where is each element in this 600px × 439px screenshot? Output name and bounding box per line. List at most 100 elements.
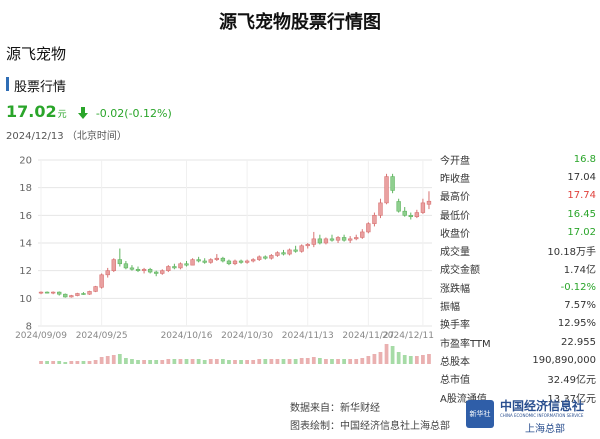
candle-body — [226, 260, 232, 265]
stat-value: 1.74亿 — [563, 265, 596, 277]
candle-body — [81, 293, 86, 295]
x-tick-label: 2024/11/13 — [282, 331, 334, 341]
candle-body — [263, 256, 268, 259]
candle-body — [378, 202, 383, 216]
logo-text-cn: 中国经济信息社 — [500, 399, 585, 413]
volume-bar — [63, 362, 68, 364]
chart-grid — [38, 159, 432, 327]
candle-body — [166, 266, 171, 271]
x-tick-label: 2024/09/09 — [15, 331, 67, 341]
candle-body — [384, 176, 389, 204]
volume-bar — [360, 358, 365, 364]
stat-value: 190,890,000 — [532, 354, 596, 366]
candle-body — [135, 268, 141, 271]
y-tick-label: 8 — [26, 322, 32, 333]
volume-bar — [190, 359, 195, 364]
volume-bar — [39, 361, 43, 364]
volume-bar — [111, 355, 116, 364]
volume-bars — [39, 344, 431, 364]
stat-value: 17.74 — [567, 190, 596, 202]
x-tick-label: 2024/10/16 — [161, 331, 213, 341]
x-axis-ticks: 2024/09/09 2024/09/25 2024/10/16 2024/10/30… — [15, 331, 434, 341]
candle-body — [123, 263, 129, 269]
stats-panel: 今开盘 16.8 昨收盘 17.04 最高价 17.74 最低价 16.45 收盘价 17.02 成… — [440, 150, 596, 406]
section-marker — [6, 77, 9, 91]
candle-body — [117, 259, 123, 265]
candle-body — [275, 252, 280, 256]
candle-body — [414, 212, 420, 218]
x-tick-label: 2024/11/27 — [342, 331, 394, 341]
candle-body — [196, 259, 201, 262]
stat-label: 昨收盘 — [440, 173, 470, 185]
volume-bar — [269, 359, 274, 364]
volume-bar — [93, 360, 98, 364]
candle-body — [287, 249, 292, 255]
volume-bar — [208, 359, 213, 364]
candle-body — [269, 255, 274, 259]
volume-bar — [421, 355, 425, 364]
candle-body — [38, 291, 44, 294]
candle-body — [57, 291, 62, 295]
stat-label: 最高价 — [440, 192, 470, 204]
candle-body — [63, 293, 68, 298]
volume-bar — [57, 361, 62, 364]
volume-bar — [69, 361, 74, 364]
volume-bar — [402, 355, 407, 364]
volume-bar — [166, 359, 171, 364]
stat-row: 收盘价 17.02 — [440, 223, 596, 241]
volume-bar — [196, 359, 201, 364]
stat-label: 总股本 — [440, 356, 470, 368]
volume-bar — [342, 359, 346, 364]
volume-bar — [87, 361, 92, 364]
candle-body — [190, 259, 195, 266]
volume-bar — [214, 359, 219, 364]
logo-text-shanghai: 上海总部 — [525, 424, 565, 435]
candle-body — [335, 237, 341, 241]
stat-label: 换手率 — [440, 320, 470, 332]
candle-body — [372, 215, 377, 224]
candle-body — [317, 238, 323, 244]
y-tick-label: 10 — [19, 294, 32, 305]
stat-row: 总股本 190,890,000 — [440, 351, 596, 369]
stat-label: 涨跌幅 — [440, 283, 470, 295]
candle-body — [160, 270, 165, 274]
data-source: 数据来自：新华财经 — [290, 403, 380, 414]
stat-row: 昨收盘 17.04 — [440, 168, 596, 186]
candle-body — [299, 245, 304, 252]
stat-value: 16.8 — [573, 153, 596, 165]
stat-value: 32.49亿元 — [547, 375, 596, 387]
y-tick-label: 16 — [19, 211, 32, 222]
volume-bar — [263, 359, 268, 364]
price-row: 17.02元 -0.02(-0.12%) — [6, 102, 172, 122]
stat-row: A股流通值 13.37亿元 — [440, 388, 596, 406]
arrow-down-icon — [77, 104, 88, 123]
candle-body — [75, 293, 80, 296]
volume-bar — [105, 356, 110, 364]
candle-body — [208, 259, 213, 263]
volume-bar — [287, 359, 292, 364]
volume-bar — [311, 357, 316, 364]
candle-body — [111, 259, 116, 271]
volume-bar — [45, 361, 49, 364]
y-tick-label: 12 — [19, 266, 32, 277]
candle-body — [323, 238, 329, 244]
candle-body — [281, 252, 286, 255]
volume-bar — [427, 354, 431, 364]
stat-label: 成交金额 — [440, 265, 480, 277]
candle-body — [202, 260, 207, 263]
y-tick-label: 20 — [19, 156, 32, 167]
logo-text-en: CHINA ECONOMIC INFORMATION SERVICE — [500, 413, 584, 418]
candle-body — [329, 238, 335, 241]
stock-name: 源飞宠物 — [6, 45, 67, 63]
volume-bar — [75, 361, 80, 364]
stat-row: 最低价 16.45 — [440, 205, 596, 223]
candle-body — [402, 210, 407, 216]
volume-bar — [227, 360, 231, 364]
x-tick-label: 2024/12/11 — [382, 331, 434, 341]
candle-body — [178, 263, 183, 269]
stat-row: 最高价 17.74 — [440, 187, 596, 205]
candle-body — [214, 257, 219, 260]
stat-row: 市盈率TTM 22.955 — [440, 333, 596, 351]
candlestick-chart: 8 10 12 14 16 18 20 2024/09/09 2024/09/25 2024/1… — [15, 156, 434, 364]
volume-bar — [408, 356, 413, 364]
